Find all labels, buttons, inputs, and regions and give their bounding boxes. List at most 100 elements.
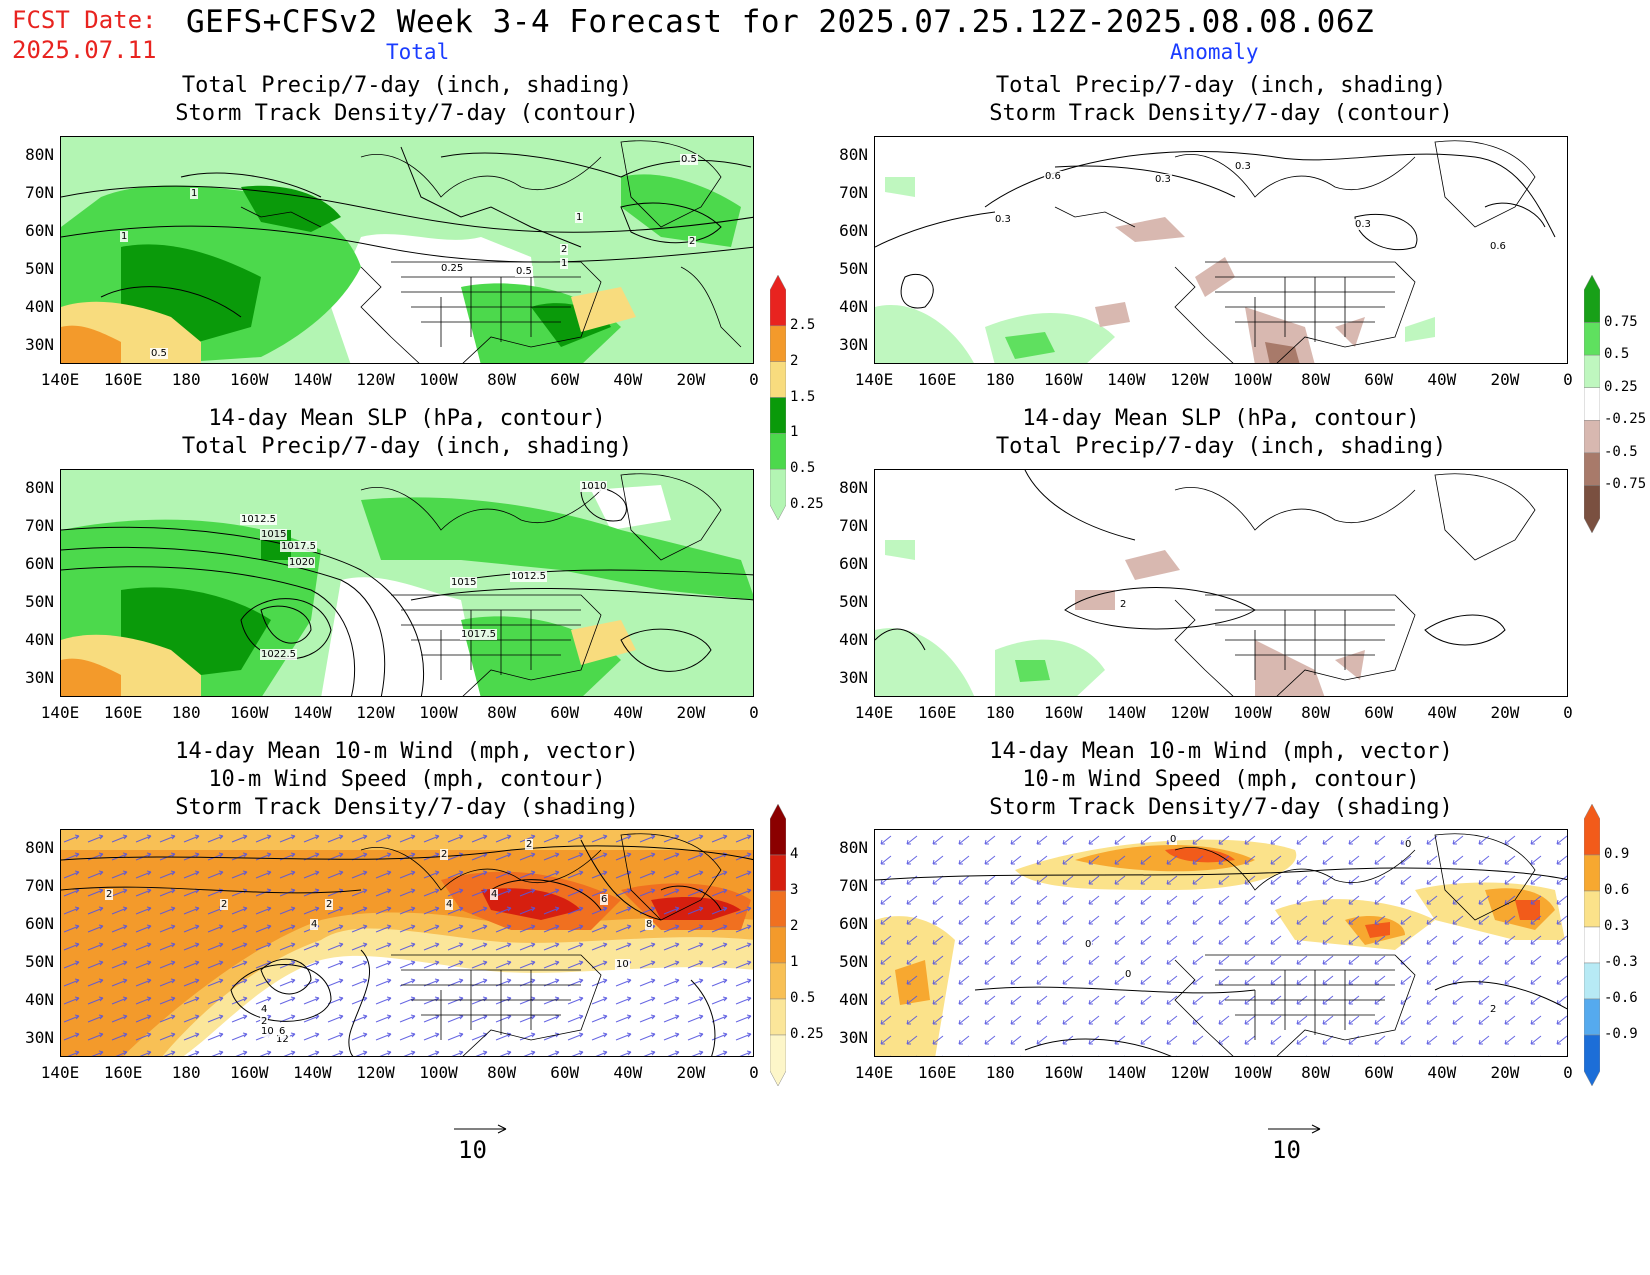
panel4-title-line1: 14-day Mean SLP (hPa, contour) (1022, 406, 1420, 431)
lon-label: 40W (1427, 1063, 1457, 1082)
contour-label: 6 (600, 894, 609, 905)
colorbar-segment (1584, 387, 1600, 421)
colorbar-segment (1584, 485, 1600, 533)
colorbar-label: -0.9 (1604, 1026, 1638, 1042)
colorbar-storm-anomaly: 0.9 0.6 0.3 -0.3 -0.6 -0.9 (1584, 804, 1638, 1086)
lon-label: 160W (1044, 703, 1083, 722)
panel6-title-line2: 10-m Wind Speed (mph, contour) (1022, 767, 1420, 792)
fcst-date-value: 2025.07.11 (12, 36, 157, 64)
panel5-title-line3: Storm Track Density/7-day (shading) (175, 795, 639, 820)
colorbar-label: 0.5 (790, 990, 816, 1006)
lon-label: 20W (676, 703, 706, 722)
lon-label: 40W (1427, 703, 1457, 722)
lon-label: 0 (749, 1063, 759, 1082)
lon-label: 180 (985, 703, 1015, 722)
lon-label: 40W (613, 1063, 643, 1082)
map-panel-precip-anomaly (874, 136, 1568, 364)
panel6-title-line3: Storm Track Density/7-day (shading) (989, 795, 1453, 820)
lon-label: 140E (40, 1063, 80, 1082)
lat-label: 30N (839, 335, 868, 354)
contour-label: 8 (645, 919, 654, 930)
panel4-title: 14-day Mean SLP (hPa, contour) Total Pre… (874, 405, 1568, 461)
contour-label: 0.3 (994, 214, 1012, 225)
lat-label: 50N (839, 952, 868, 971)
colorbar-label: -0.6 (1604, 990, 1638, 1006)
colorbar-storm-total: 4 3 2 1 0.5 0.25 (770, 804, 824, 1086)
lon-label: 120W (356, 703, 395, 722)
lat-label: 70N (25, 876, 54, 895)
panel1-title: Total Precip/7-day (inch, shading) Storm… (60, 72, 754, 128)
colorbar-label: 2.5 (790, 316, 816, 333)
colorbar-label: 1 (790, 424, 799, 441)
lat-label: 80N (839, 838, 868, 857)
lon-label: 80W (487, 703, 517, 722)
lon-label: 120W (356, 370, 395, 389)
contour-label: 0 (1084, 939, 1093, 950)
lat-label: 80N (25, 478, 54, 497)
lat-label: 70N (25, 183, 54, 202)
colorbar-segment (1584, 322, 1600, 356)
lat-label: 40N (25, 630, 54, 649)
contour-label: 0.3 (1234, 161, 1252, 172)
contour-label: 1 (560, 258, 569, 269)
lat-label: 60N (25, 914, 54, 933)
page-title: GEFS+CFSv2 Week 3-4 Forecast for 2025.07… (186, 4, 1375, 40)
contour-label: 4 (310, 919, 319, 930)
panel5-title-line2: 10-m Wind Speed (mph, contour) (208, 767, 606, 792)
contour-label: 0 (1124, 969, 1133, 980)
lon-label: 0 (749, 370, 759, 389)
contour-label: 0.6 (1044, 171, 1062, 182)
lon-label: 140W (293, 703, 332, 722)
contour-label: 1012.5 (240, 514, 277, 525)
panel4-map-graphic (875, 470, 1567, 696)
colorbar-label: 0.6 (1604, 882, 1630, 898)
panel5-map-graphic (61, 830, 753, 1056)
vector-ref-label-anomaly: 10 (1272, 1136, 1301, 1164)
colorbar-segment (770, 361, 786, 398)
lat-label: 50N (25, 952, 54, 971)
contour-label: 1017.5 (280, 541, 317, 552)
colorbar-label: -0.3 (1604, 954, 1638, 970)
panel2-map-graphic (875, 137, 1567, 363)
contour-label: 2 (220, 899, 229, 910)
colorbar-segment (1584, 998, 1600, 1036)
colorbar-label: 0.5 (1604, 346, 1630, 363)
lon-label: 60W (550, 703, 580, 722)
panel4-title-line2: Total Precip/7-day (inch, shading) (995, 434, 1447, 459)
lat-label: 60N (839, 554, 868, 573)
contour-label: 0 (1169, 834, 1178, 845)
contour-label: 2 (525, 839, 534, 850)
lat-label: 80N (839, 478, 868, 497)
contour-label: 1017.5 (460, 629, 497, 640)
contour-label: 0.5 (680, 154, 698, 165)
vector-ref-arrow-total (454, 1124, 507, 1134)
column-label-anomaly: Anomaly (1170, 40, 1259, 64)
colorbar-label: -0.5 (1604, 443, 1638, 460)
lon-label: 180 (985, 370, 1015, 389)
lat-label: 60N (839, 914, 868, 933)
contour-label: 2 (325, 899, 334, 910)
colorbar-graphic (770, 275, 786, 520)
lat-label: 60N (25, 554, 54, 573)
contour-label: 1015 (260, 529, 288, 540)
lat-label: 40N (839, 990, 868, 1009)
lon-label: 20W (1490, 703, 1520, 722)
contour-label: 2 (688, 236, 697, 247)
colorbar-label: 2 (790, 918, 799, 934)
lon-label: 160E (917, 1063, 957, 1082)
lon-label: 160E (103, 703, 143, 722)
lon-label: 160W (1044, 370, 1083, 389)
colorbar-label: 1.5 (790, 388, 816, 405)
lon-label: 160W (1044, 1063, 1083, 1082)
colorbar-segment (1584, 452, 1600, 486)
colorbar-segment (770, 275, 786, 327)
lat-label: 30N (25, 1028, 54, 1047)
panel1-title-line1: Total Precip/7-day (inch, shading) (181, 73, 633, 98)
contour-label: 1020 (288, 557, 316, 568)
map-panel-slp-anomaly (874, 469, 1568, 697)
lon-label: 100W (419, 703, 458, 722)
contour-label: 2 (260, 1016, 269, 1027)
lat-label: 40N (25, 297, 54, 316)
colorbar-graphic (1584, 804, 1600, 1086)
colorbar-label: 0.25 (790, 1026, 824, 1042)
